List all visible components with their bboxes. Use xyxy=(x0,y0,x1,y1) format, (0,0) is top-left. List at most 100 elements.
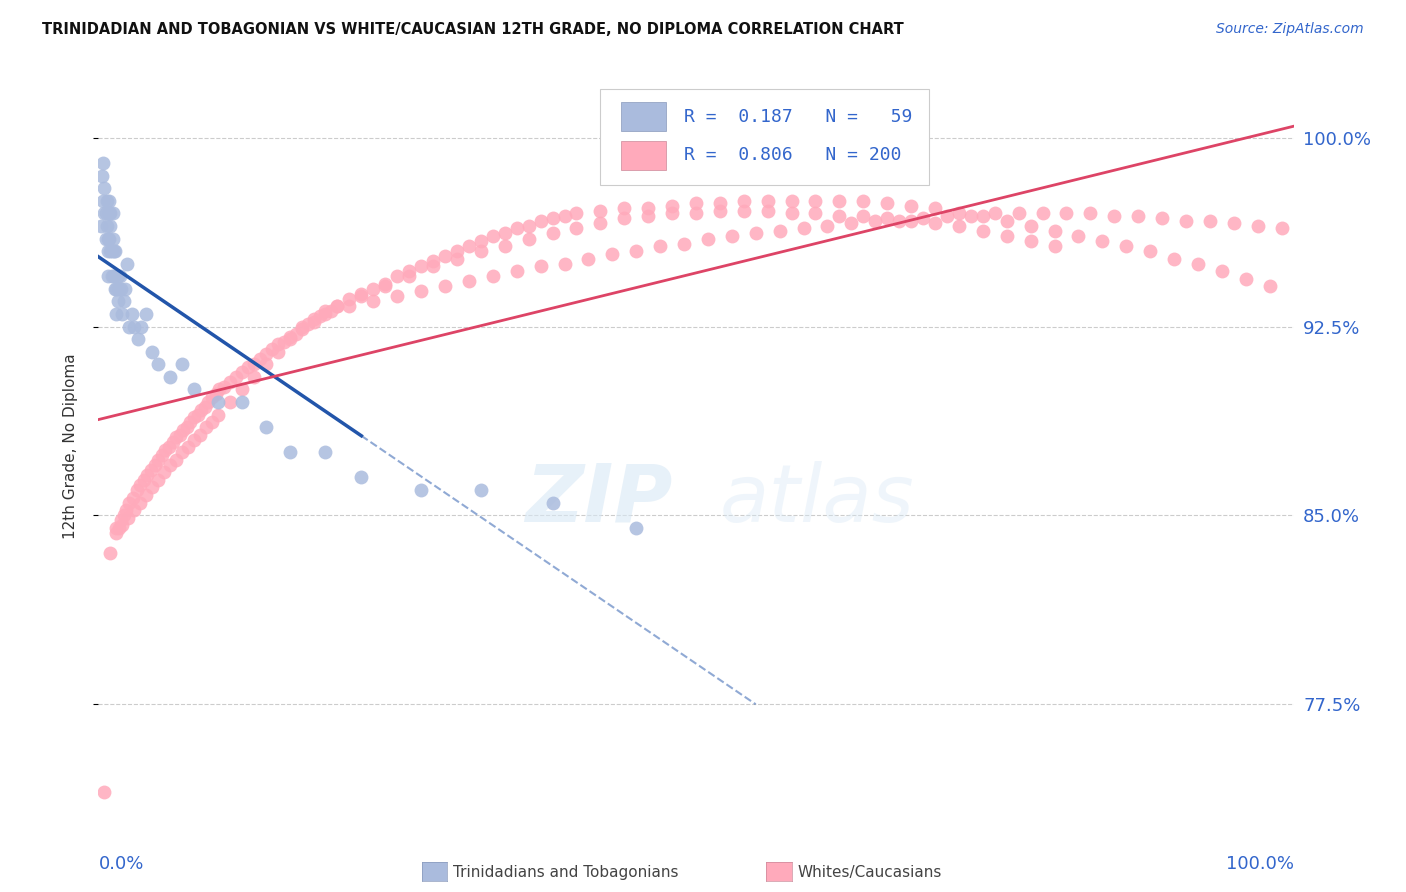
Point xyxy=(97,231,120,245)
Point xyxy=(446,244,468,258)
Point xyxy=(637,202,659,216)
Point xyxy=(852,209,875,223)
Point xyxy=(804,194,827,208)
Point xyxy=(1067,229,1090,244)
Point xyxy=(1019,234,1042,248)
Point xyxy=(434,279,457,293)
Bar xyxy=(620,103,666,131)
Point xyxy=(105,307,128,321)
Bar xyxy=(620,141,666,169)
Point xyxy=(204,387,226,401)
Point xyxy=(541,211,564,226)
Point xyxy=(900,199,922,213)
Point xyxy=(374,279,396,293)
Point xyxy=(112,508,135,523)
Point xyxy=(565,206,588,220)
Point xyxy=(91,169,114,183)
Point xyxy=(1008,206,1031,220)
Point xyxy=(1056,206,1078,220)
Point xyxy=(661,199,683,213)
Point xyxy=(411,285,433,299)
Point xyxy=(1104,209,1126,223)
Point xyxy=(104,282,127,296)
Point xyxy=(815,219,838,233)
Point xyxy=(132,473,155,487)
Point xyxy=(339,300,361,314)
Point xyxy=(793,221,815,235)
Point xyxy=(243,357,266,371)
Point xyxy=(995,214,1018,228)
Point xyxy=(231,365,253,379)
Point xyxy=(177,440,200,454)
Point xyxy=(111,307,134,321)
Text: Trinidadians and Tobagonians: Trinidadians and Tobagonians xyxy=(453,865,678,880)
Point xyxy=(165,453,187,467)
Point xyxy=(673,236,696,251)
Point xyxy=(114,282,136,296)
Point xyxy=(398,264,420,278)
Point xyxy=(363,282,385,296)
Point xyxy=(112,294,135,309)
Point xyxy=(131,319,153,334)
Point xyxy=(494,227,516,241)
Point xyxy=(626,521,648,535)
Point xyxy=(260,342,283,356)
Point xyxy=(1091,234,1114,248)
Point xyxy=(876,196,898,211)
Point xyxy=(179,415,201,429)
Point xyxy=(302,312,325,326)
Point xyxy=(273,334,295,349)
Point xyxy=(1080,206,1102,220)
Point xyxy=(212,380,235,394)
Point xyxy=(103,269,125,284)
Point xyxy=(828,209,851,223)
Point xyxy=(1223,216,1246,230)
Point xyxy=(350,289,373,303)
Point xyxy=(90,219,112,233)
Y-axis label: 12th Grade, No Diploma: 12th Grade, No Diploma xyxy=(63,353,77,539)
Point xyxy=(589,216,612,230)
Point xyxy=(148,473,170,487)
Point xyxy=(733,203,755,218)
Point xyxy=(97,244,120,258)
Point xyxy=(267,344,290,359)
Point xyxy=(554,257,576,271)
Point xyxy=(254,357,277,371)
Point xyxy=(709,196,731,211)
Point xyxy=(315,307,337,321)
Point xyxy=(108,269,131,284)
Point xyxy=(889,214,911,228)
Point xyxy=(278,445,301,459)
Point xyxy=(411,483,433,497)
Point xyxy=(172,445,194,459)
Point xyxy=(94,206,117,220)
Point xyxy=(1247,219,1270,233)
Point xyxy=(1175,214,1198,228)
Point xyxy=(100,269,122,284)
Point xyxy=(685,206,707,220)
Point xyxy=(139,463,162,477)
Point xyxy=(613,211,636,226)
Point xyxy=(1139,244,1161,258)
Point xyxy=(1199,214,1222,228)
Point xyxy=(768,224,790,238)
Point xyxy=(93,206,115,220)
Point xyxy=(506,264,529,278)
Point xyxy=(1115,239,1137,253)
Point xyxy=(148,453,170,467)
Point xyxy=(183,433,205,447)
Point xyxy=(374,277,396,291)
Point xyxy=(207,408,229,422)
Point xyxy=(143,458,166,472)
Point xyxy=(172,357,194,371)
Point xyxy=(481,229,505,244)
Point xyxy=(98,206,121,220)
Point xyxy=(101,231,124,245)
Point xyxy=(458,239,481,253)
Point xyxy=(107,294,129,309)
Point xyxy=(187,408,209,422)
Point xyxy=(243,369,266,384)
Point xyxy=(297,317,319,331)
Point xyxy=(1271,221,1294,235)
Point xyxy=(100,244,122,258)
